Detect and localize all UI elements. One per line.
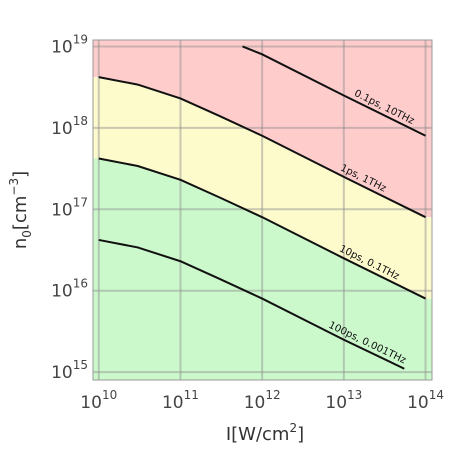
x-tick-base: 10 [407,393,429,413]
x-axis-label: I[W/cm2] [226,421,304,445]
y-tick-exponent: 18 [73,114,88,128]
x-tick-base: 10 [80,393,102,413]
y-axis-label-tail: ] [10,171,31,178]
band [93,158,432,380]
y-axis-label: n0[cm−3] [7,171,34,249]
y-axis-label-mid: [cm [10,196,31,230]
y-tick-exponent: 15 [73,358,88,372]
series-line [98,157,426,300]
y-tick-base: 10 [51,37,73,57]
y-tick-exponent: 17 [73,195,88,209]
y-tick-label: 1016 [51,277,88,302]
x-tick-label: 1014 [407,388,444,413]
y-tick-label: 1015 [51,358,88,383]
x-axis-label-text: I[W/cm [226,424,290,445]
series-line [98,76,426,219]
x-tick-exponent: 12 [265,388,280,402]
y-axis-label-text: n [10,238,31,249]
series-group [98,45,426,370]
x-tick-label: 1011 [162,388,199,413]
y-tick-base: 10 [51,363,73,383]
series-line [242,45,426,137]
series-line [98,238,405,370]
y-axis-label-sub: 0 [20,230,34,238]
x-tick-exponent: 13 [347,388,362,402]
y-tick-exponent: 16 [73,277,88,291]
x-tick-exponent: 11 [184,388,199,402]
y-tick-exponent: 19 [73,32,88,46]
y-tick-base: 10 [51,200,73,220]
y-axis-label-sup: −3 [7,178,21,196]
x-tick-base: 10 [325,393,347,413]
x-tick-exponent: 10 [102,388,117,402]
plot-area [93,40,432,380]
x-tick-base: 10 [244,393,266,413]
band [93,40,432,218]
x-tick-exponent: 14 [429,388,444,402]
y-tick-base: 10 [51,119,73,139]
x-axis-label-tail: ] [297,424,304,445]
y-tick-label: 1017 [51,195,88,220]
band [93,77,432,299]
x-tick-label: 1013 [325,388,362,413]
y-tick-label: 1018 [51,114,88,139]
x-tick-label: 1012 [244,388,281,413]
x-tick-label: 1010 [80,388,117,413]
y-tick-label: 1019 [51,32,88,57]
plot-frame [92,39,433,381]
x-tick-base: 10 [162,393,184,413]
x-axis-label-sup: 2 [289,421,297,435]
y-tick-base: 10 [51,282,73,302]
